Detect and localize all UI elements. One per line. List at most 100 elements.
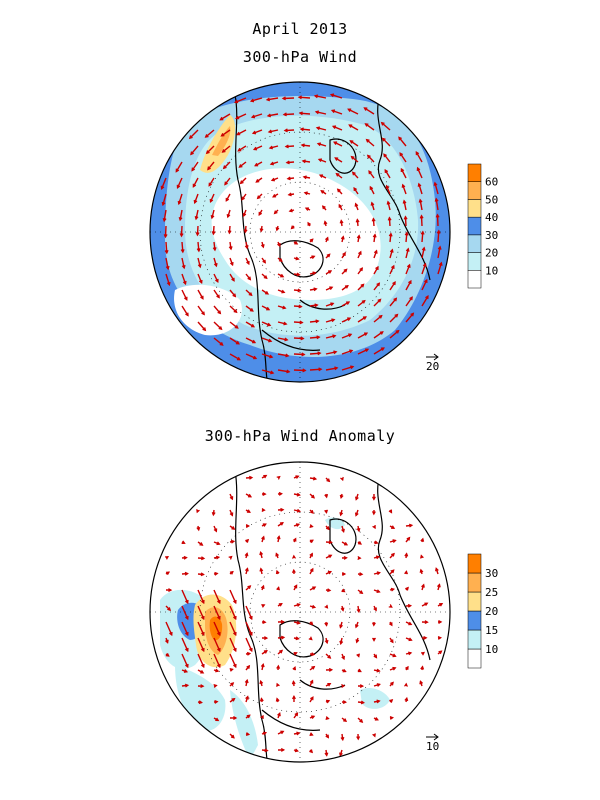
wind-vector-head: [221, 149, 226, 153]
wind-vector-head: [338, 203, 343, 208]
wind-vector-head: [419, 680, 424, 685]
wind-vector-head: [216, 541, 221, 546]
wind-vector-head: [160, 185, 165, 190]
wind-vector-head: [425, 295, 429, 300]
wind-vector-head: [198, 700, 203, 705]
wind-vector: [405, 312, 414, 323]
wind-vector-head: [273, 210, 278, 215]
wind-vector: [224, 177, 231, 186]
wind-vector-head: [259, 550, 264, 556]
wind-vector-head: [254, 162, 259, 167]
wind-vector-head: [202, 327, 207, 332]
wind-vector-head: [340, 607, 345, 612]
wind-vector-head: [228, 555, 233, 560]
colorbar-swatch: [467, 270, 482, 289]
wind-vector-head: [263, 275, 268, 280]
wind-vector-head: [213, 528, 218, 533]
wind-vector-head: [309, 238, 314, 243]
wind-vector-head: [249, 631, 253, 637]
wind-vector: [222, 145, 231, 153]
wind-vector-head: [392, 539, 397, 543]
wind-vector: [387, 201, 391, 211]
wind-vector-head: [392, 281, 396, 286]
wind-vector-head: [406, 263, 411, 268]
wind-vector: [416, 167, 423, 179]
wind-vector-head: [310, 696, 314, 701]
wind-vector-head: [283, 321, 288, 326]
wind-vector-head: [280, 730, 285, 735]
wind-vector-head: [339, 624, 343, 629]
wind-vector: [399, 152, 407, 163]
wind-vector: [389, 249, 394, 259]
wind-vector: [205, 129, 215, 138]
wind-vector: [389, 265, 395, 275]
wind-vector: [245, 637, 253, 652]
wind-vector-head: [381, 137, 386, 142]
wind-vector: [207, 161, 215, 170]
wind-vector-head: [219, 116, 224, 121]
wind-vector: [223, 161, 231, 169]
wind-vector-head: [246, 651, 252, 656]
wind-vector: [254, 161, 263, 167]
wind-vector: [421, 295, 429, 307]
wind-vector-head: [217, 310, 222, 315]
wind-vector-head: [217, 615, 221, 621]
wind-vector-head: [324, 494, 329, 499]
colorbar-label: 60: [485, 176, 498, 189]
wind-vector-head: [235, 115, 240, 120]
wind-vector-head: [193, 199, 198, 205]
wind-vector: [213, 273, 219, 283]
wind-vector-head: [201, 599, 205, 605]
wind-vector: [261, 337, 272, 342]
wind-vector: [373, 331, 384, 339]
wind-vector-head: [258, 211, 263, 216]
colorbar-label: 30: [485, 567, 498, 580]
colorbar-swatch: [467, 234, 482, 253]
colorbar-swatch: [467, 216, 482, 236]
wind-vector: [178, 193, 183, 205]
wind-vector-head: [404, 682, 408, 687]
wind-vector-head: [230, 734, 235, 739]
wind-vector-head: [280, 507, 285, 512]
wind-vector: [349, 140, 359, 147]
wind-vector: [341, 333, 352, 339]
wind-vector: [418, 183, 423, 195]
wind-vector-head: [420, 230, 425, 235]
wind-vector-head: [376, 683, 381, 687]
wind-vector-head: [201, 647, 205, 653]
wind-vector-head: [233, 631, 237, 637]
wind-vector: [437, 246, 441, 259]
wind-vector-head: [233, 716, 238, 720]
wind-vector: [194, 193, 199, 204]
wind-vector: [357, 283, 365, 291]
wind-vector-head: [215, 278, 219, 283]
wind-vector: [229, 321, 239, 329]
wind-vector-head: [342, 700, 348, 705]
wind-vector-head: [392, 653, 397, 658]
wind-vector-head: [261, 535, 265, 540]
wind-vector-head: [324, 622, 329, 627]
wind-vector-head: [437, 245, 442, 250]
wind-vector-head: [165, 265, 170, 271]
colorbar-swatch: [467, 591, 482, 612]
wind-vector: [403, 200, 407, 211]
wind-vector-head: [389, 699, 394, 703]
wind-vector: [175, 161, 183, 173]
map-panel-anomaly: 10 15 20 25 30 10: [149, 461, 498, 763]
wind-vector: [437, 230, 440, 243]
wind-vector-head: [313, 287, 318, 292]
wind-vector-head: [244, 552, 249, 557]
wind-vector-head: [276, 535, 281, 540]
wind-vector-head: [395, 329, 400, 334]
wind-vector-head: [424, 602, 429, 607]
wind-vector-head: [285, 353, 290, 358]
wind-vector-head: [350, 365, 355, 370]
wind-vector: [333, 141, 343, 147]
wind-vector: [341, 349, 353, 355]
wind-vector-head: [244, 245, 249, 250]
wind-vector: [208, 177, 215, 187]
wind-vector-head: [398, 136, 402, 141]
wind-vector: [384, 169, 391, 179]
wind-vector-head: [309, 567, 314, 572]
